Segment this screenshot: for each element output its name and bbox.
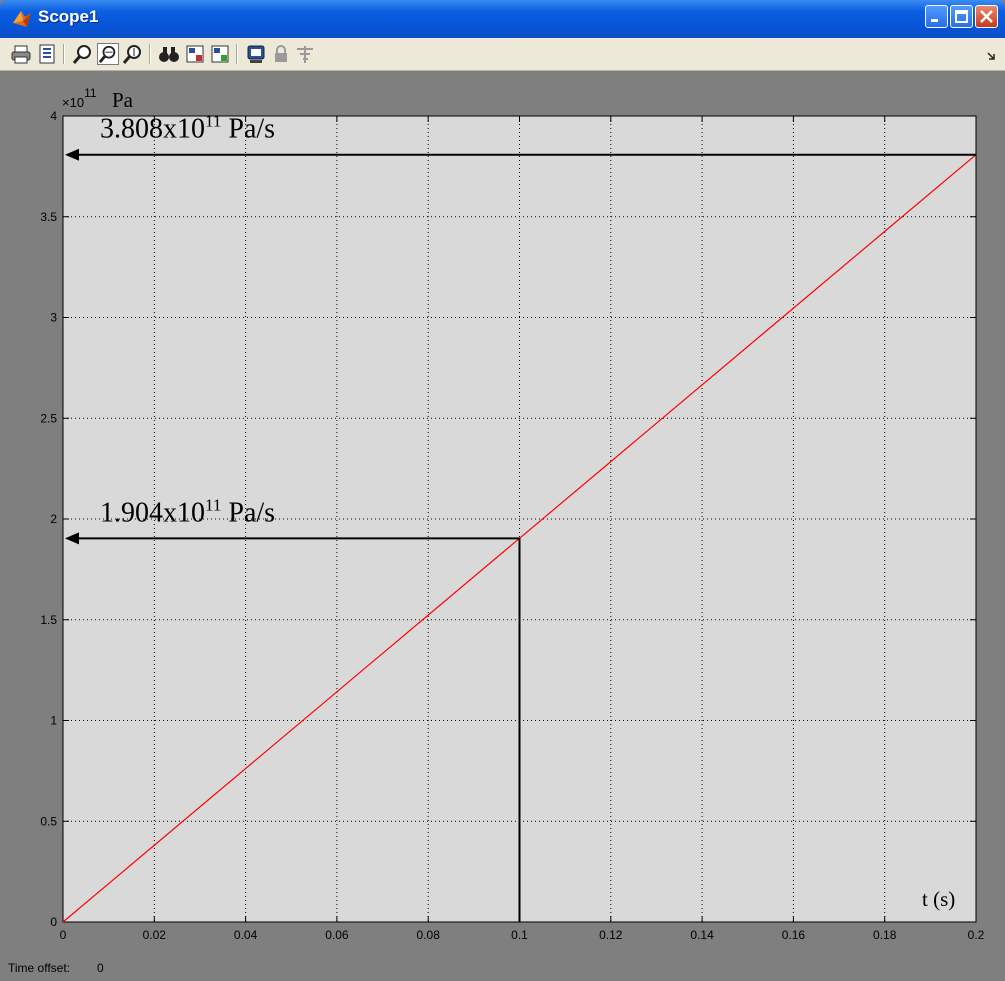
y-tick-label: 2 [50,512,57,526]
save-axes-icon[interactable] [184,43,206,65]
maximize-icon [955,10,968,23]
title-bar[interactable]: Scope1 [0,0,1005,38]
toolbar [0,38,1005,71]
x-tick-label: 0.08 [417,928,441,942]
print-icon[interactable] [10,43,32,65]
y-exponent: ×1011 [62,86,97,110]
window-title: Scope1 [38,7,99,26]
x-tick-label: 0.06 [325,928,349,942]
y-tick-label: 3 [50,311,57,325]
signal-selection-icon[interactable] [294,43,316,65]
x-tick-label: 0 [60,928,67,942]
toolbar-separator [236,44,238,64]
y-tick-label: 1.5 [40,613,57,627]
minimize-button[interactable] [925,5,948,28]
x-axis-label: t (s) [922,887,955,911]
matlab-icon [13,11,31,27]
x-tick-label: 0.18 [873,928,897,942]
lock-axes-icon[interactable] [270,43,292,65]
toolbar-separator [63,44,65,64]
x-tick-label: 0.16 [782,928,806,942]
restore-axes-icon[interactable] [209,43,231,65]
arrowhead [65,532,79,545]
autoscale-icon[interactable] [158,43,180,65]
y-tick-label: 1 [50,714,57,728]
annotation-label: 1.904x1011 Pa/s [100,495,275,528]
x-tick-label: 0.14 [690,928,714,942]
x-tick-label: 0.2 [968,928,985,942]
parameters-icon[interactable] [36,43,58,65]
minimize-icon [931,19,938,22]
x-tick-label: 0.04 [234,928,258,942]
maximize-button[interactable] [950,5,973,28]
y-tick-label: 4 [50,109,57,123]
x-axis-ticks: 0 0.02 0.04 0.06 0.08 0.1 0.12 0.14 0.16 0.18 0.2 [60,116,985,942]
floating-scope-icon[interactable] [245,43,267,65]
close-button[interactable] [975,5,998,28]
annotation-unit: Pa/s [221,497,275,528]
annotation-1: 1.904x1011 Pa/s [65,495,521,922]
toolbar-separator [149,44,151,64]
annotation-value: 1.904x10 [100,497,205,528]
annotation-value: 3.808x10 [100,114,205,145]
x-tick-label: 0.12 [599,928,623,942]
y-tick-label: 0.5 [40,814,57,828]
x-tick-label: 0.1 [511,928,528,942]
y-tick-label: 3.5 [40,210,57,224]
zoom-x-icon[interactable] [97,43,119,65]
y-tick-label: 2.5 [40,411,57,425]
x-tick-label: 0.02 [143,928,167,942]
grid [63,116,976,922]
y-tick-label: 0 [50,915,57,929]
zoom-icon[interactable] [72,43,94,65]
annotations: 3.808x1011 Pa/s1.904x1011 Pa/s [65,112,976,922]
toolbar-overflow-icon[interactable] [980,43,1002,65]
y-axis-label: Pa [112,88,134,112]
zoom-y-icon[interactable] [122,43,144,65]
annotation-label: 3.808x1011 Pa/s [100,112,275,145]
close-icon [980,10,993,23]
y-axis-ticks: 0 0.5 1 1.5 2 2.5 3 3.5 4 [40,109,976,929]
time-offset-label: Time offset: [8,961,71,975]
annotation-exponent: 11 [205,495,221,514]
annotation-0: 3.808x1011 Pa/s [65,112,976,161]
series-line [62,154,977,923]
arrowhead [65,148,79,161]
plot-area [62,115,977,923]
annotation-exponent: 11 [205,112,221,131]
annotation-unit: Pa/s [221,114,275,145]
time-offset-value: 0 [97,961,104,975]
series-group [62,154,977,923]
